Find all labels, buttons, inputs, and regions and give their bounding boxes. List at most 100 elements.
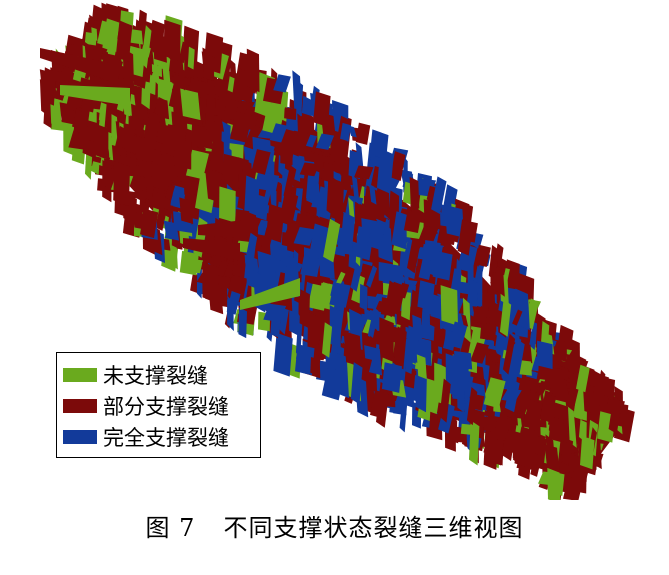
fracture-plane [460, 423, 476, 436]
fracture-plane [310, 357, 319, 376]
fracture-plane [206, 120, 222, 144]
fracture-plane [185, 66, 193, 79]
fracture-plane [483, 431, 498, 470]
fracture-plane [251, 149, 271, 175]
fracture-plane [269, 123, 288, 143]
fracture-plane [561, 437, 574, 465]
fracture-plane [326, 174, 336, 216]
fracture-plane [299, 289, 310, 329]
fracture-plane [505, 259, 520, 296]
fracture-plane [141, 25, 152, 69]
fracture-plane [329, 282, 351, 308]
fracture-plane [528, 398, 541, 438]
fracture-plane [215, 79, 230, 120]
fracture-plane [284, 107, 297, 120]
fracture-plane [404, 366, 416, 389]
fracture-plane [214, 137, 224, 175]
fracture-plane [50, 104, 59, 127]
fracture-plane [178, 41, 188, 64]
fracture-plane [226, 291, 241, 315]
fracture-plane [474, 244, 491, 267]
fracture-plane [533, 433, 546, 456]
fracture-plane [265, 203, 285, 243]
fracture-plane [165, 183, 176, 200]
fracture-plane [477, 265, 483, 307]
fracture-plane [343, 331, 363, 367]
fracture-plane [290, 177, 310, 190]
fracture-plane [440, 285, 458, 326]
fracture-plane [179, 250, 199, 276]
fracture-plane [306, 176, 318, 202]
fracture-plane [77, 98, 91, 144]
fracture-plane [115, 20, 133, 63]
fracture-plane [371, 293, 388, 308]
fracture-plane [300, 256, 321, 277]
fracture-plane [130, 151, 138, 183]
fracture-plane [382, 263, 406, 286]
fracture-plane [456, 370, 465, 413]
fracture-plane [433, 327, 445, 348]
fracture-plane [409, 176, 420, 209]
fracture-plane [499, 299, 512, 337]
fracture-plane [529, 381, 542, 394]
fracture-plane [368, 307, 379, 338]
fracture-plane [153, 33, 167, 63]
fracture-plane [497, 265, 505, 297]
fracture-plane [280, 150, 293, 165]
fracture-plane [186, 179, 198, 207]
legend-swatch-blue [63, 429, 97, 444]
fracture-plane [417, 280, 435, 311]
fracture-plane [387, 325, 401, 344]
fracture-plane [318, 255, 335, 279]
fracture-plane [369, 184, 377, 205]
fracture-plane [50, 70, 62, 83]
figure-caption: 图 7 不同支撑状态裂缝三维视图 [0, 508, 669, 543]
fracture-plane [483, 416, 498, 433]
fracture-plane [167, 124, 186, 153]
fracture-plane [351, 274, 365, 304]
fracture-wing [60, 85, 130, 106]
fracture-plane [315, 133, 335, 150]
fracture-plane [348, 125, 357, 138]
fracture-plane [329, 305, 341, 350]
fracture-plane [108, 58, 123, 86]
figure-title: 不同支撑状态裂缝三维视图 [223, 514, 524, 542]
fracture-plane [180, 88, 201, 121]
fracture-plane [251, 214, 257, 231]
legend-swatch-red [63, 398, 97, 413]
fracture-plane [445, 204, 465, 238]
fracture-plane [139, 176, 147, 192]
figure-number: 图 7 [145, 514, 196, 542]
fracture-plane [212, 52, 229, 80]
fracture-plane [191, 118, 198, 152]
fracture-wing [240, 278, 300, 310]
fracture-plane [244, 175, 260, 216]
fracture-plane [488, 350, 498, 363]
fracture-plane [487, 287, 497, 332]
fracture-plane [403, 210, 422, 233]
fracture-plane [514, 426, 540, 469]
fracture-plane [537, 340, 553, 370]
fracture-plane [350, 258, 363, 292]
fracture-plane [305, 134, 318, 148]
fracture-plane [219, 186, 236, 223]
fracture-plane [457, 219, 474, 256]
fracture-plane [502, 333, 516, 375]
fracture-plane [230, 111, 252, 143]
fracture-plane [568, 346, 580, 375]
fracture-plane [415, 370, 427, 413]
fracture-plane [431, 176, 447, 215]
fracture-plane [313, 91, 331, 127]
fracture-plane [287, 255, 299, 280]
fracture-plane [483, 377, 506, 409]
fracture-wing [183, 238, 240, 261]
fracture-plane [152, 51, 160, 87]
fracture-plane [418, 226, 439, 242]
fracture-plane [322, 322, 333, 358]
fracture-plane [480, 322, 497, 341]
legend-item-unpropped: 未支撑裂缝 [63, 359, 254, 390]
fracture-plane [470, 342, 489, 364]
fracture-plane [128, 117, 144, 130]
fracture-plane [351, 127, 367, 143]
fracture-plane [246, 48, 260, 93]
